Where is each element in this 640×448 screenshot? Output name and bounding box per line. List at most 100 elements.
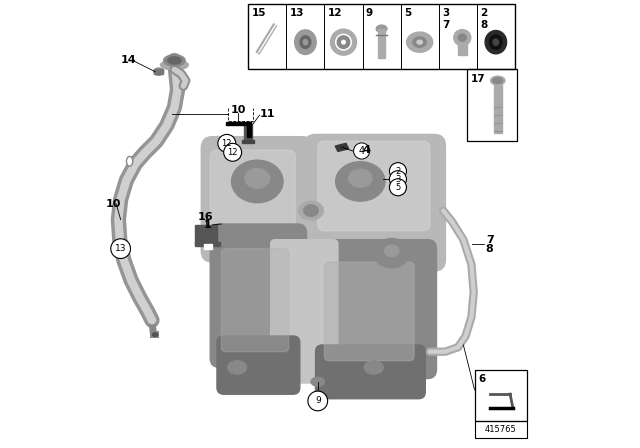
Text: 5: 5: [396, 183, 401, 192]
Ellipse shape: [127, 156, 132, 166]
Bar: [244, 125, 252, 141]
Ellipse shape: [385, 245, 399, 257]
Ellipse shape: [342, 165, 378, 194]
FancyBboxPatch shape: [210, 150, 296, 231]
Text: 2: 2: [396, 167, 401, 176]
Text: 13: 13: [115, 244, 126, 253]
Text: 1: 1: [204, 220, 212, 230]
Ellipse shape: [300, 36, 311, 48]
Ellipse shape: [168, 57, 181, 64]
Text: 13: 13: [289, 8, 304, 18]
Bar: [248, 4, 515, 69]
Ellipse shape: [311, 377, 324, 386]
Circle shape: [389, 179, 406, 196]
Bar: [493, 85, 502, 133]
Ellipse shape: [304, 205, 318, 216]
Ellipse shape: [336, 34, 351, 50]
Ellipse shape: [417, 40, 422, 44]
FancyBboxPatch shape: [324, 262, 414, 361]
FancyBboxPatch shape: [221, 249, 289, 352]
Text: 3
7: 3 7: [442, 8, 449, 30]
Bar: [204, 244, 212, 249]
Text: 14: 14: [121, 56, 136, 65]
Ellipse shape: [232, 160, 283, 202]
FancyBboxPatch shape: [317, 141, 430, 231]
Bar: [195, 225, 217, 244]
FancyBboxPatch shape: [271, 240, 338, 383]
FancyBboxPatch shape: [242, 152, 349, 255]
Ellipse shape: [493, 78, 502, 83]
Ellipse shape: [374, 238, 410, 268]
Ellipse shape: [493, 39, 499, 45]
Ellipse shape: [454, 30, 471, 46]
Text: 6: 6: [478, 374, 485, 384]
Text: 9: 9: [315, 396, 321, 405]
Ellipse shape: [485, 30, 507, 54]
Ellipse shape: [490, 35, 502, 49]
Ellipse shape: [406, 32, 433, 52]
Bar: [154, 69, 163, 74]
Circle shape: [389, 163, 406, 180]
Circle shape: [308, 391, 328, 411]
Ellipse shape: [303, 39, 308, 45]
Text: 3: 3: [396, 175, 401, 184]
Text: 4: 4: [358, 146, 365, 156]
Text: 7: 7: [486, 235, 493, 245]
Bar: [467, 69, 516, 141]
FancyBboxPatch shape: [210, 224, 307, 367]
Text: 8: 8: [486, 244, 493, 254]
Text: 2
8: 2 8: [480, 8, 487, 30]
Text: 17: 17: [470, 74, 485, 84]
Text: 11: 11: [260, 109, 275, 119]
Ellipse shape: [491, 76, 505, 85]
Circle shape: [389, 171, 406, 188]
Ellipse shape: [380, 242, 404, 262]
Ellipse shape: [376, 25, 387, 32]
Text: 16: 16: [198, 212, 214, 222]
Ellipse shape: [413, 37, 426, 47]
Ellipse shape: [245, 168, 269, 188]
Text: 12: 12: [221, 139, 232, 148]
Bar: [242, 140, 253, 143]
Text: 12: 12: [227, 148, 238, 157]
Ellipse shape: [337, 36, 350, 48]
Ellipse shape: [294, 30, 316, 55]
Ellipse shape: [364, 361, 383, 374]
Text: 415765: 415765: [485, 425, 517, 434]
Circle shape: [224, 143, 242, 161]
Ellipse shape: [330, 29, 356, 55]
FancyBboxPatch shape: [311, 240, 436, 379]
Text: 9: 9: [365, 8, 373, 18]
Polygon shape: [335, 143, 349, 151]
Ellipse shape: [336, 162, 385, 201]
Text: 4: 4: [362, 145, 371, 155]
Bar: [378, 29, 385, 58]
Bar: [475, 421, 527, 438]
Ellipse shape: [154, 68, 164, 75]
Circle shape: [218, 134, 236, 152]
Text: 10: 10: [106, 199, 121, 209]
Bar: [195, 242, 220, 246]
Ellipse shape: [458, 34, 467, 41]
Circle shape: [111, 239, 131, 258]
Circle shape: [353, 143, 370, 159]
Text: 12: 12: [328, 8, 342, 18]
Ellipse shape: [228, 361, 246, 374]
Text: 5: 5: [404, 8, 411, 18]
FancyBboxPatch shape: [202, 137, 314, 262]
Ellipse shape: [238, 164, 276, 194]
Text: 10: 10: [230, 105, 246, 115]
FancyBboxPatch shape: [217, 336, 300, 394]
Ellipse shape: [152, 333, 158, 336]
Bar: [248, 122, 250, 137]
Ellipse shape: [299, 201, 323, 220]
Bar: [458, 41, 467, 55]
Bar: [475, 370, 527, 421]
Ellipse shape: [164, 55, 185, 66]
Ellipse shape: [342, 40, 346, 44]
Bar: [226, 122, 251, 125]
FancyBboxPatch shape: [305, 134, 445, 271]
Ellipse shape: [161, 60, 188, 70]
Ellipse shape: [349, 169, 372, 187]
Text: 15: 15: [252, 8, 266, 18]
